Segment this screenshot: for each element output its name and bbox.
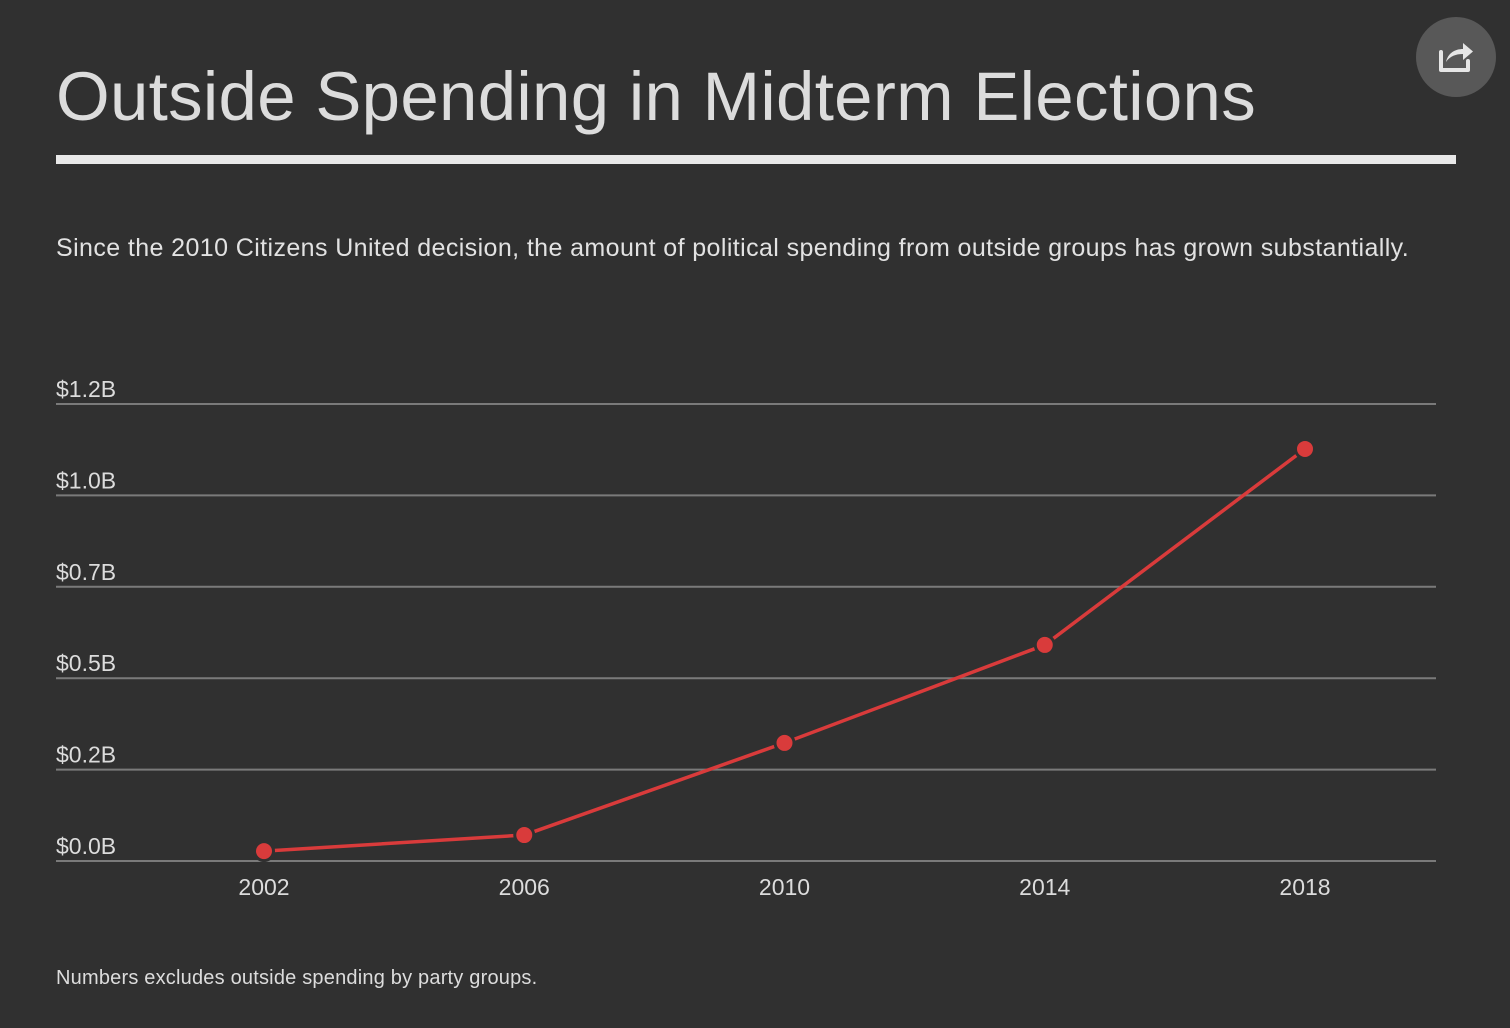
footnote: Numbers excludes outside spending by par… bbox=[56, 967, 538, 989]
x-tick-label: 2014 bbox=[1019, 874, 1070, 900]
data-point[interactable] bbox=[516, 827, 533, 844]
line-chart: $0.0B$0.2B$0.5B$0.7B$1.0B$1.2B 2002 2006 2… bbox=[56, 376, 1436, 900]
title-underline bbox=[56, 155, 1456, 164]
data-point[interactable] bbox=[1036, 636, 1053, 653]
data-point[interactable] bbox=[1297, 440, 1313, 457]
y-tick-label: $0.2B bbox=[56, 742, 116, 768]
data-point[interactable] bbox=[776, 734, 793, 751]
y-tick-label: $1.0B bbox=[56, 467, 116, 493]
series-line bbox=[263, 447, 1307, 853]
y-tick-label: $1.2B bbox=[56, 376, 116, 402]
share-icon bbox=[1439, 43, 1473, 72]
data-point[interactable] bbox=[256, 843, 272, 860]
chart-description: Since the 2010 Citizens United decision,… bbox=[56, 234, 1410, 262]
gridlines bbox=[56, 403, 1436, 862]
x-tick-label: 2010 bbox=[759, 874, 810, 900]
y-tick-label: $0.7B bbox=[56, 559, 116, 585]
data-points bbox=[253, 437, 1316, 863]
y-tick-label: $0.0B bbox=[56, 833, 116, 859]
x-axis-labels: 2002 2006 2010 2014 2018 bbox=[238, 874, 1330, 900]
share-button[interactable] bbox=[1416, 17, 1496, 97]
series-line-layer bbox=[263, 447, 1307, 853]
page-title: Outside Spending in Midterm Elections bbox=[56, 58, 1257, 135]
x-tick-label: 2018 bbox=[1279, 874, 1330, 900]
y-tick-label: $0.5B bbox=[56, 650, 116, 676]
x-tick-label: 2006 bbox=[499, 874, 550, 900]
x-tick-label: 2002 bbox=[238, 874, 289, 900]
y-axis-labels: $0.0B $0.2B $0.5B $0.7B $1.0B $1.2B bbox=[56, 376, 116, 859]
